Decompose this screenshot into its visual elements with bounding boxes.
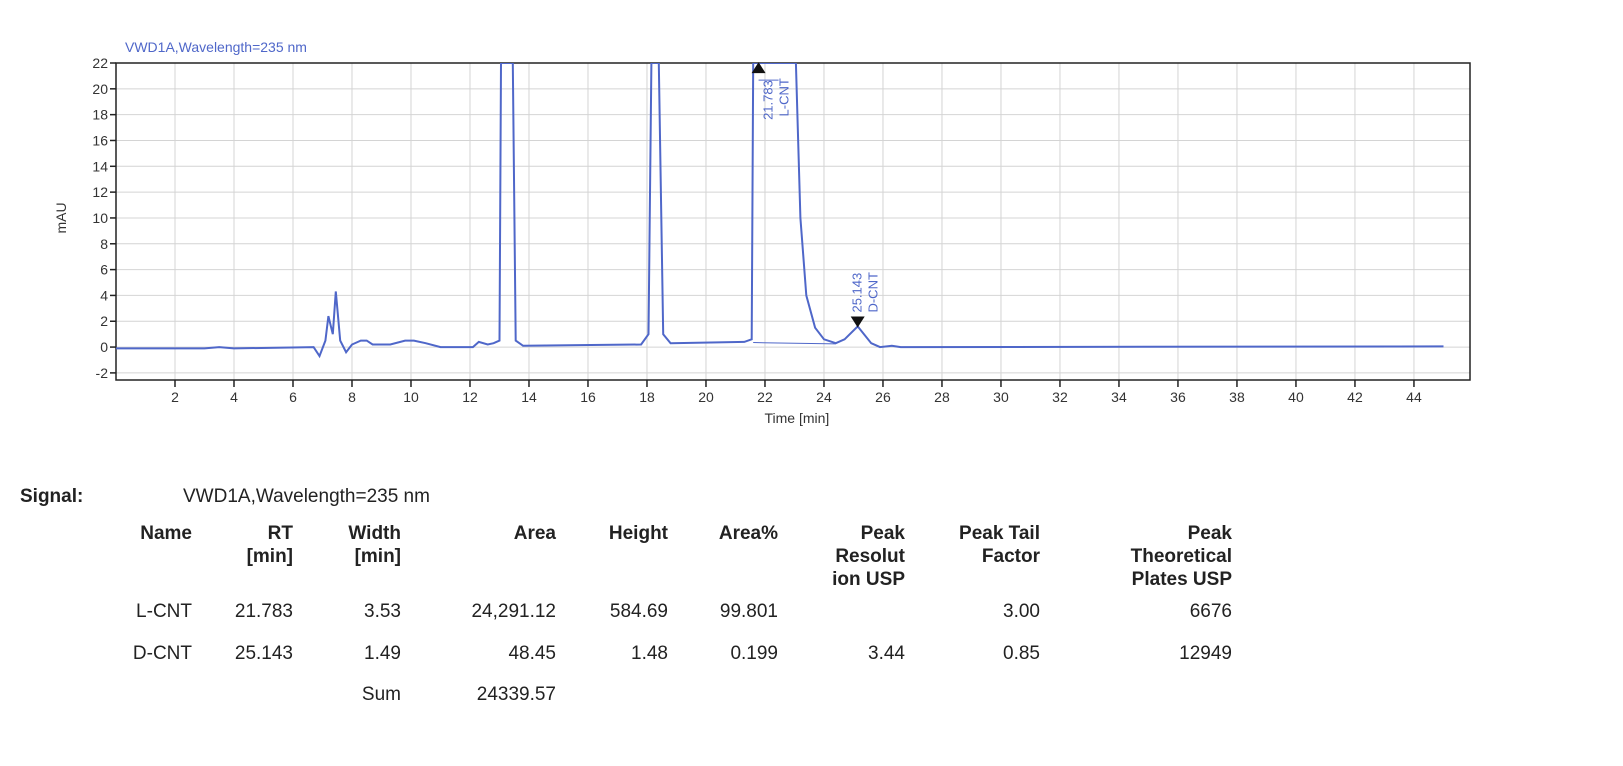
header-tail-factor: Peak Tail Factor [959, 523, 1040, 567]
signal-label: Signal: [20, 486, 84, 507]
cell-tail-factor: 0.85 [1003, 643, 1040, 664]
cell-plates: 6676 [1189, 601, 1232, 622]
cell-rt: 21.783 [234, 601, 293, 622]
x-tick-label: 16 [580, 389, 596, 405]
x-tick-label: 10 [403, 389, 419, 405]
x-tick-label: 40 [1288, 389, 1304, 405]
peak-rt-label: 25.143 [850, 273, 865, 313]
y-tick-label: 22 [92, 55, 108, 71]
x-tick-label: 22 [757, 389, 773, 405]
y-tick-label: 10 [92, 210, 108, 226]
header-plates: Peak Theoretical Plates USP [1130, 523, 1232, 590]
header-height: Height [608, 523, 668, 544]
y-tick-label: 18 [92, 107, 108, 123]
cell-width: 3.53 [364, 601, 401, 622]
y-tick-label: 8 [100, 236, 108, 252]
cell-resolution: 3.44 [868, 643, 905, 664]
x-tick-label: 38 [1229, 389, 1245, 405]
header-area-pct: Area% [718, 523, 778, 544]
header-resolution: Peak Resolut ion USP [832, 523, 905, 590]
peak-marker-down-triangle [850, 316, 865, 328]
sum-value: 24339.57 [476, 684, 556, 705]
x-tick-label: 28 [934, 389, 950, 405]
x-tick-label: 32 [1052, 389, 1068, 405]
header-name: Name [140, 523, 192, 544]
header-rt: RT [min] [246, 523, 293, 567]
cell-area-pct: 0.199 [730, 643, 778, 664]
y-tick-label: 16 [92, 132, 108, 148]
signal-trace [116, 63, 1444, 359]
cell-area: 48.45 [508, 643, 556, 664]
peak-marker-up-triangle [751, 62, 766, 74]
x-tick-label: 44 [1406, 389, 1422, 405]
x-tick-label: 2 [171, 389, 179, 405]
sum-label: Sum [361, 684, 401, 705]
signal-value: VWD1A,Wavelength=235 nm [183, 486, 430, 507]
x-tick-label: 4 [230, 389, 238, 405]
x-tick-label: 42 [1347, 389, 1363, 405]
x-tick-label: 8 [348, 389, 356, 405]
x-tick-label: 24 [816, 389, 832, 405]
peak-rt-label: 21.783 [761, 80, 776, 120]
cell-rt: 25.143 [234, 643, 293, 664]
y-tick-label: 14 [92, 158, 108, 174]
cell-width: 1.49 [364, 643, 401, 664]
header-area: Area [513, 523, 556, 544]
x-tick-label: 12 [462, 389, 478, 405]
cell-tail-factor: 3.00 [1003, 601, 1040, 622]
cell-height: 1.48 [631, 643, 668, 664]
y-axis-label: mAU [53, 202, 69, 233]
x-tick-label: 6 [289, 389, 297, 405]
cell-plates: 12949 [1179, 643, 1232, 664]
y-tick-label: 0 [100, 339, 108, 355]
integration-baseline [753, 342, 836, 345]
y-tick-label: 2 [100, 313, 108, 329]
y-tick-label: 6 [100, 262, 108, 278]
peak-name-label: L-CNT [777, 78, 792, 116]
x-tick-label: 34 [1111, 389, 1127, 405]
x-tick-label: 18 [639, 389, 655, 405]
chart-title: VWD1A,Wavelength=235 nm [125, 39, 307, 55]
header-width: Width [min] [348, 523, 401, 567]
y-tick-label: 20 [92, 81, 108, 97]
y-tick-label: 4 [100, 287, 108, 303]
cell-height: 584.69 [609, 601, 668, 622]
x-tick-label: 26 [875, 389, 891, 405]
cell-area: 24,291.12 [471, 601, 556, 622]
y-tick-label: -2 [96, 365, 109, 381]
cell-name: D-CNT [132, 643, 192, 664]
x-tick-label: 20 [698, 389, 714, 405]
x-tick-label: 14 [521, 389, 537, 405]
x-tick-label: 36 [1170, 389, 1186, 405]
cell-area-pct: 99.801 [719, 601, 778, 622]
cell-name: L-CNT [136, 601, 192, 622]
peak-name-label: D-CNT [866, 272, 881, 312]
chromatogram-chart: 2 4 6 8 10 12 14 16 18 20 22 24 26 28 30 32 34 36 38 40 42 44… [53, 39, 1471, 426]
x-tick-label: 30 [993, 389, 1009, 405]
x-axis-label: Time [min] [764, 410, 829, 426]
y-tick-label: 12 [92, 184, 108, 200]
